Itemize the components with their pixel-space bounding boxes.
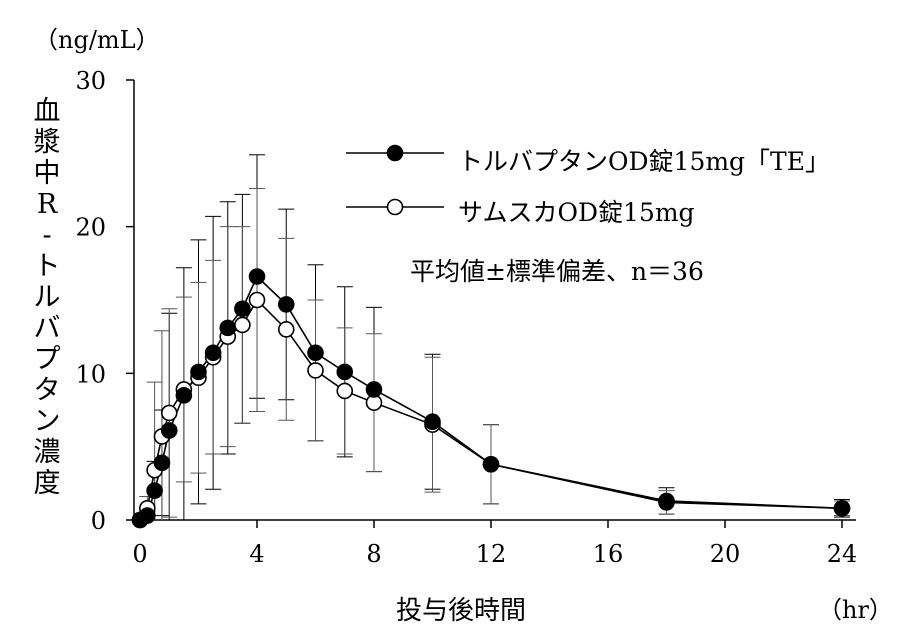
y-axis-label-char: タ [33, 375, 61, 406]
data-point-series-2 [277, 321, 295, 338]
data-point-series-1 [248, 268, 266, 285]
data-point-series-1 [336, 363, 354, 381]
legend-marker-series-1 [386, 144, 404, 162]
data-point-series-2 [248, 291, 266, 309]
y-tick-label: 20 [75, 214, 106, 242]
y-axis-label-char: ト [33, 251, 61, 282]
data-point-series-2 [307, 362, 324, 379]
data-point-series-1 [277, 296, 295, 313]
y-axis-label-char: ル [33, 282, 61, 313]
data-point-series-2 [336, 382, 354, 400]
y-axis-label-char: R [36, 189, 58, 220]
x-tick-label: 24 [827, 540, 858, 568]
y-axis-label-char: - [42, 220, 52, 251]
data-point-series-1 [139, 507, 156, 524]
data-point-series-1 [482, 455, 500, 473]
y-tick-label: 0 [91, 507, 106, 535]
x-axis-unit-label: （hr） [818, 596, 893, 624]
x-tick-label: 20 [710, 540, 741, 568]
y-axis-label-char: バ [33, 313, 61, 344]
x-tick-label: 0 [132, 540, 147, 568]
legend-label-series-2: サムスカOD錠15mg [458, 198, 695, 227]
legend-marker-series-2 [386, 198, 404, 216]
y-axis-label-char: 度 [33, 468, 61, 499]
data-point-series-2 [160, 404, 178, 422]
y-axis-label-char: 漿 [33, 127, 61, 158]
x-tick-label: 12 [476, 540, 507, 568]
y-axis-label-char: 中 [33, 158, 61, 189]
y-tick-label: 10 [75, 360, 106, 388]
data-point-series-1 [234, 300, 251, 318]
data-point-series-1 [204, 344, 222, 362]
x-tick-label: 16 [593, 540, 624, 568]
data-point-series-1 [175, 387, 193, 404]
y-tick-label: 30 [75, 67, 106, 95]
legend-label-series-1: トルバプタンOD錠15mg「TE」 [458, 147, 830, 176]
data-point-series-1 [307, 344, 324, 362]
x-axis-label: 投与後時間 [396, 596, 527, 626]
y-axis-label-char: 血 [33, 96, 61, 127]
stats-note: 平均値±標準偏差、n＝36 [410, 257, 704, 286]
y-axis-label-char: プ [33, 344, 61, 375]
legend [346, 144, 444, 216]
y-axis-unit-label: （ng/mL） [34, 26, 160, 54]
data-point-series-1 [153, 454, 171, 472]
data-point-series-1 [833, 499, 851, 517]
data-point-series-1 [424, 413, 441, 431]
y-axis-label-char: ン [33, 406, 61, 437]
x-tick-label: 4 [249, 540, 264, 568]
series-markers [131, 268, 851, 529]
data-point-series-1 [146, 482, 163, 499]
data-point-series-1 [219, 319, 237, 337]
axes: 0 10 20 30 0 4 8 12 16 20 24 [75, 67, 857, 568]
data-point-series-1 [658, 492, 675, 510]
data-point-series-1 [190, 363, 207, 381]
data-point-series-2 [234, 316, 251, 334]
data-point-series-1 [365, 381, 383, 398]
y-axis-label-char: 濃 [33, 437, 61, 468]
data-point-series-1 [160, 422, 178, 439]
x-tick-label: 8 [366, 540, 381, 568]
